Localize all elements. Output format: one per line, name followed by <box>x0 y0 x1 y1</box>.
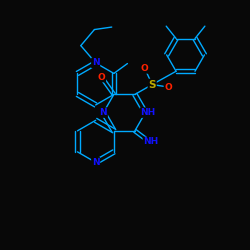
Text: O: O <box>98 73 105 82</box>
Text: N: N <box>100 108 107 117</box>
Text: NH: NH <box>140 108 156 117</box>
Text: O: O <box>141 64 149 73</box>
Text: S: S <box>148 80 156 90</box>
Text: N: N <box>92 58 100 68</box>
Text: NH: NH <box>143 138 158 146</box>
Text: O: O <box>164 82 172 92</box>
Text: N: N <box>92 158 100 167</box>
